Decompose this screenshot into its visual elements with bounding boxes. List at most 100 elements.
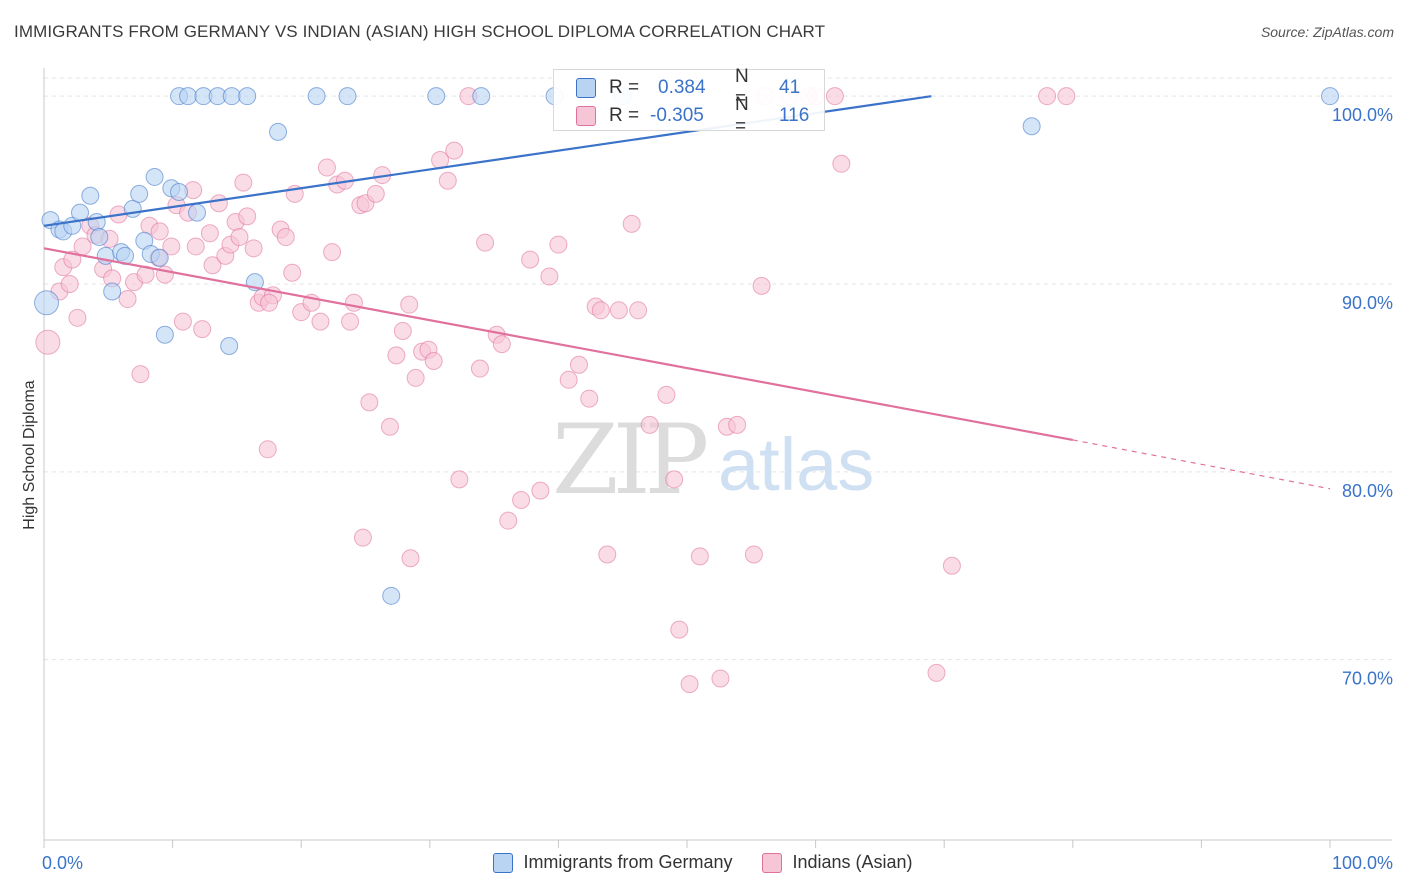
pink-point [512,491,531,510]
pink-point [665,470,684,489]
pink-point [549,235,568,254]
legend-label: Indians (Asian) [792,852,913,872]
blue-point [90,228,109,247]
pink-point [591,301,610,320]
pink-point [238,207,257,226]
pink-point [258,440,277,459]
blue-point [103,282,122,301]
blue-point [238,87,257,106]
pink-point [260,293,279,312]
pink-point [366,184,385,203]
pink-point [244,239,263,258]
x-tick-label: 0.0% [42,853,83,873]
stats-r-value: -0.305 [650,105,704,126]
pink-point [173,312,192,331]
watermark-zip: ZIP [552,404,707,516]
pink-point [1038,87,1057,106]
blue-point [34,290,60,316]
legend-item-indians[interactable]: Indians (Asian) [762,852,913,873]
pink-point [450,470,469,489]
stats-n-label: N = [735,94,749,137]
y-tick-label: 90.0% [1342,293,1393,313]
pink-point [60,275,79,294]
pink-point [1057,87,1076,106]
pink-trend-extension [1072,439,1331,490]
blue-point [188,203,207,222]
pink-point [393,321,412,340]
legend-item-germany[interactable]: Immigrants from Germany [493,852,732,873]
pink-point [942,556,961,575]
stats-n-value: 41 [779,77,801,98]
pink-point [131,365,150,384]
pink-point [832,154,851,173]
pink-point [670,620,689,639]
pink-point [521,250,540,269]
pink-point [492,335,511,354]
blue-point [123,199,142,218]
stats-n-value: 116 [779,105,810,126]
pink-point [118,290,137,309]
pink-trend-line [43,247,1074,441]
blue-point [87,213,106,232]
pink-point [360,393,379,412]
pink-point [690,547,709,566]
blue-point [269,122,288,141]
pink-point [203,256,222,275]
pink-point [540,267,559,286]
legend: Immigrants from Germany Indians (Asian) [0,852,1406,873]
blue-series-points [34,87,1339,605]
legend-label: Immigrants from Germany [523,852,733,872]
y-tick-label: 70.0% [1342,669,1393,689]
x-tick-label: 100.0% [1332,853,1393,873]
watermark: ZIP atlas [552,404,874,516]
pink-point [317,158,336,177]
stats-r-label: R = [609,77,640,98]
source-label: Source: ZipAtlas.com [1260,24,1394,40]
pink-point [752,276,771,295]
pink-point [162,237,181,256]
pink-point [629,301,648,320]
watermark-atlas: atlas [718,423,874,506]
pink-point [609,301,628,320]
pink-point [344,293,363,312]
pink-point [499,511,518,530]
pink-point [598,545,617,564]
pink-point [311,312,330,331]
pink-point [234,173,253,192]
stats-box: R = 0.384 N = 41 R = -0.305 N = 116 [553,66,825,137]
pink-point [569,355,588,374]
blue-point [155,325,174,344]
pink-point [353,528,372,547]
pink-point [35,329,61,355]
blue-point [1022,117,1041,136]
blue-point [170,182,189,201]
pink-point [200,224,219,243]
pink-point [825,87,844,106]
pink-series-points [35,87,1076,694]
pink-point [424,352,443,371]
pink-point [531,481,550,500]
pink-point [209,194,228,213]
chart-title: IMMIGRANTS FROM GERMANY VS INDIAN (ASIAN… [14,22,826,41]
blue-point [222,87,241,106]
blue-point [81,186,100,205]
blue-point [307,87,326,106]
pink-point [136,265,155,284]
pink-point [276,228,295,247]
blue-point [472,87,491,106]
blue-point [179,87,198,106]
pink-point [622,214,641,233]
y-tick-label: 100.0% [1332,105,1393,125]
blue-point [130,184,149,203]
pink-point [744,545,763,564]
blue-point [150,248,169,267]
pink-point [193,320,212,339]
pink-point [68,308,87,327]
pink-point [640,415,659,434]
pink-point [341,312,360,331]
pink-point [387,346,406,365]
pink-point [400,295,419,314]
stats-swatch-pink [576,106,596,126]
blue-point [382,586,401,605]
